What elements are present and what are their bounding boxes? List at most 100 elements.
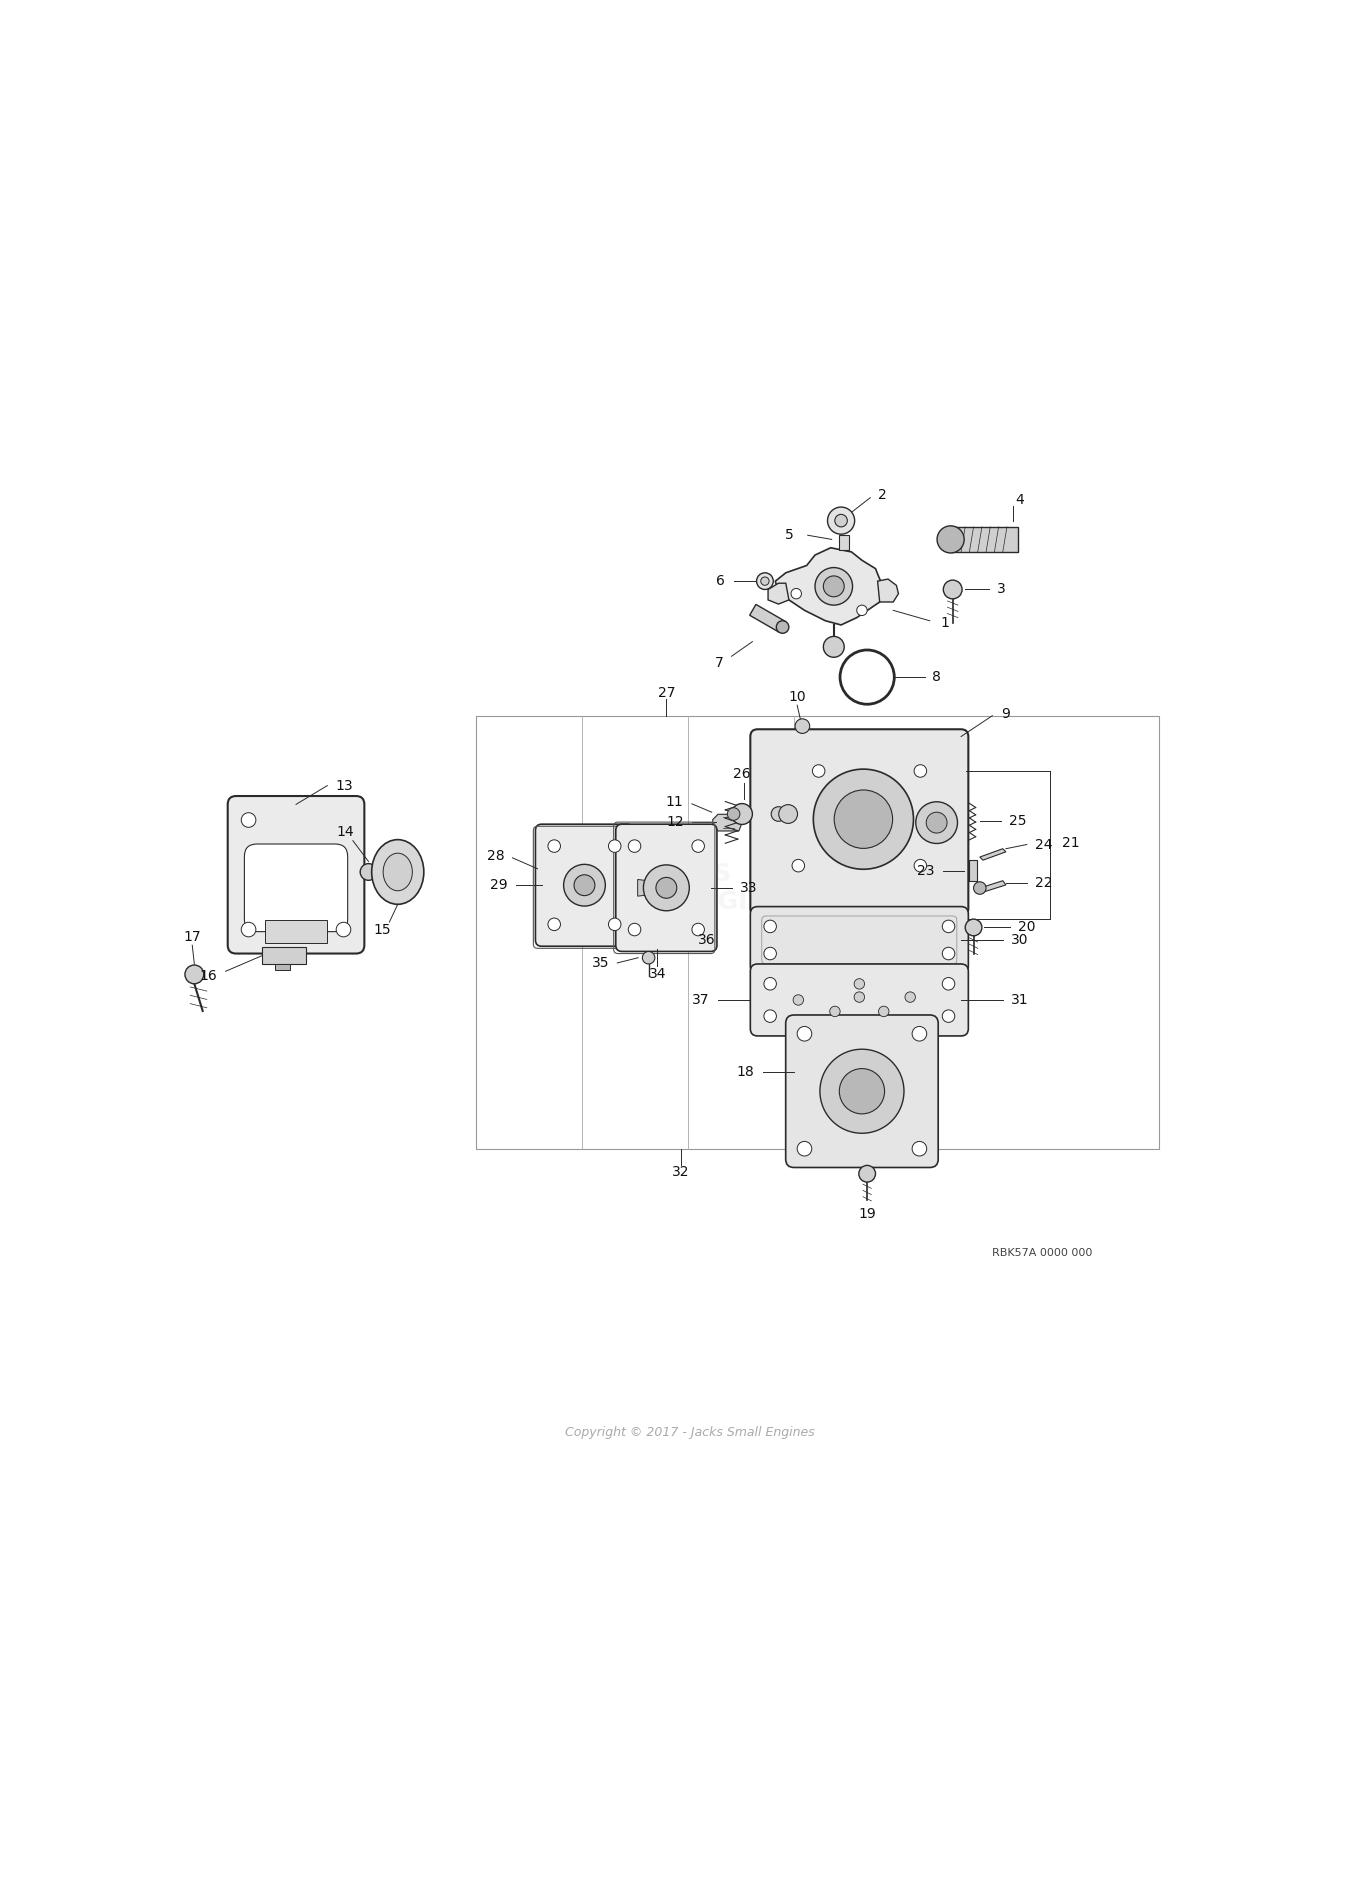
Circle shape — [573, 875, 595, 896]
Circle shape — [824, 636, 844, 657]
FancyBboxPatch shape — [227, 796, 365, 954]
Circle shape — [241, 813, 256, 828]
Circle shape — [643, 866, 689, 911]
Polygon shape — [980, 849, 1005, 860]
FancyBboxPatch shape — [786, 1014, 938, 1167]
Text: 31: 31 — [1011, 994, 1028, 1007]
Circle shape — [942, 947, 954, 960]
Text: 14: 14 — [336, 826, 354, 839]
Circle shape — [813, 770, 914, 869]
FancyBboxPatch shape — [750, 964, 968, 1035]
Text: 33: 33 — [740, 881, 758, 894]
Text: 30: 30 — [1011, 933, 1028, 947]
Circle shape — [765, 947, 777, 960]
Text: Copyright © 2017 - Jacks Small Engines: Copyright © 2017 - Jacks Small Engines — [565, 1427, 814, 1440]
Text: 15: 15 — [373, 924, 390, 937]
Circle shape — [926, 813, 948, 834]
Text: 37: 37 — [692, 994, 709, 1007]
Circle shape — [820, 1048, 905, 1133]
Text: 12: 12 — [666, 815, 684, 830]
Circle shape — [629, 839, 641, 853]
FancyBboxPatch shape — [245, 843, 347, 932]
Text: RBK57A 0000 000: RBK57A 0000 000 — [992, 1248, 1093, 1257]
Bar — [262, 947, 306, 964]
Circle shape — [791, 860, 805, 871]
Text: 28: 28 — [486, 849, 505, 862]
Circle shape — [564, 864, 606, 905]
Circle shape — [813, 764, 825, 777]
Circle shape — [795, 719, 810, 734]
Text: 3: 3 — [996, 583, 1005, 597]
Circle shape — [756, 572, 773, 589]
Polygon shape — [750, 604, 786, 632]
FancyBboxPatch shape — [536, 824, 634, 947]
Circle shape — [765, 1011, 777, 1022]
Circle shape — [942, 977, 954, 990]
Polygon shape — [950, 527, 1019, 551]
Text: 26: 26 — [734, 768, 751, 781]
Bar — [275, 964, 291, 971]
Circle shape — [915, 802, 957, 843]
Circle shape — [913, 1026, 927, 1041]
Circle shape — [835, 514, 848, 527]
Circle shape — [336, 922, 351, 937]
Circle shape — [765, 920, 777, 933]
Circle shape — [731, 804, 752, 824]
Circle shape — [692, 924, 704, 935]
Text: 35: 35 — [591, 956, 608, 969]
Circle shape — [913, 1140, 927, 1156]
Circle shape — [816, 568, 852, 606]
Text: JACKS
SMALL ENGINES: JACKS SMALL ENGINES — [576, 862, 804, 915]
Text: 16: 16 — [199, 969, 217, 984]
Text: 20: 20 — [1019, 920, 1036, 935]
Circle shape — [914, 860, 926, 871]
Circle shape — [727, 807, 740, 821]
Circle shape — [840, 1069, 884, 1114]
Circle shape — [859, 1165, 875, 1182]
Text: 32: 32 — [672, 1165, 689, 1178]
Polygon shape — [980, 881, 1005, 892]
Circle shape — [791, 589, 801, 598]
Text: 7: 7 — [715, 655, 723, 670]
Text: 34: 34 — [649, 967, 666, 981]
Circle shape — [184, 965, 203, 984]
Circle shape — [793, 996, 804, 1005]
Circle shape — [760, 578, 769, 585]
Circle shape — [797, 1140, 812, 1156]
FancyBboxPatch shape — [750, 907, 968, 973]
Text: 11: 11 — [666, 794, 684, 809]
Circle shape — [965, 918, 983, 935]
Bar — [476, 715, 1159, 1148]
Circle shape — [692, 839, 704, 853]
Text: 23: 23 — [918, 864, 935, 877]
Text: 22: 22 — [1035, 875, 1053, 890]
Circle shape — [629, 924, 641, 935]
Text: 19: 19 — [859, 1206, 876, 1221]
Circle shape — [829, 1007, 840, 1016]
Circle shape — [548, 839, 560, 853]
Text: 29: 29 — [490, 879, 507, 892]
Circle shape — [857, 606, 867, 615]
Circle shape — [942, 1011, 954, 1022]
Text: 13: 13 — [335, 779, 353, 792]
Text: 5: 5 — [785, 529, 794, 542]
Circle shape — [828, 506, 855, 534]
Text: 9: 9 — [1000, 706, 1010, 721]
Circle shape — [241, 922, 256, 937]
Ellipse shape — [371, 839, 424, 905]
Circle shape — [914, 764, 926, 777]
Text: 36: 36 — [699, 933, 716, 947]
Circle shape — [361, 864, 377, 881]
Circle shape — [642, 952, 656, 964]
Text: 24: 24 — [1035, 837, 1053, 851]
Circle shape — [608, 839, 621, 853]
Text: 18: 18 — [736, 1065, 754, 1078]
Polygon shape — [878, 580, 899, 602]
Text: 1: 1 — [940, 615, 949, 630]
Circle shape — [656, 877, 677, 898]
Text: 2: 2 — [878, 487, 887, 502]
Circle shape — [771, 807, 786, 821]
Circle shape — [797, 1026, 812, 1041]
Circle shape — [905, 992, 915, 1003]
Text: 27: 27 — [658, 685, 676, 700]
